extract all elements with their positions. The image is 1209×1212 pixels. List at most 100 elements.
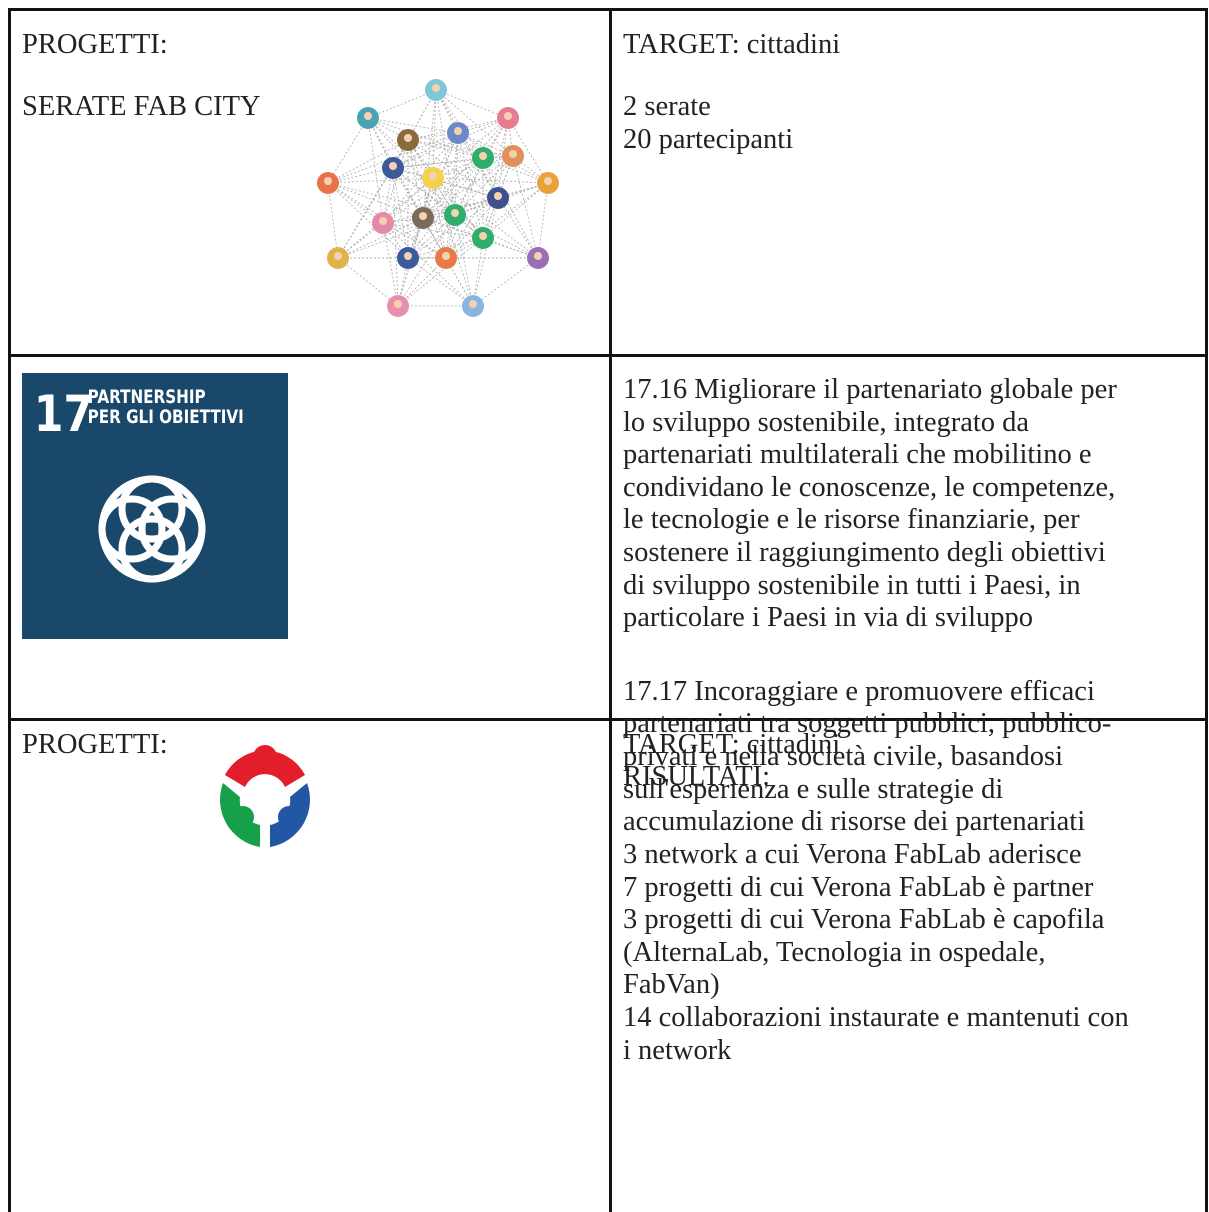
border bbox=[1205, 8, 1208, 1212]
network-link bbox=[392, 167, 434, 179]
network-link bbox=[472, 257, 539, 307]
network-face bbox=[479, 232, 487, 240]
network-link bbox=[435, 89, 509, 119]
network-link bbox=[392, 167, 484, 239]
text-line: FabVan) bbox=[623, 969, 720, 1001]
network-link bbox=[482, 157, 539, 259]
network-face bbox=[544, 177, 552, 185]
lines: 2 serate 20 partecipanti bbox=[623, 91, 793, 156]
network-face bbox=[454, 127, 462, 135]
network-link bbox=[382, 222, 447, 259]
network-link bbox=[422, 177, 434, 219]
network-link bbox=[327, 177, 434, 184]
text-line: di sviluppo sostenibile in tutti i Paesi… bbox=[623, 569, 1081, 601]
text-line: 2 serate bbox=[623, 91, 711, 122]
network-link bbox=[407, 139, 447, 259]
fablab-logo bbox=[220, 745, 310, 847]
text-line: sostenere il raggiungimento degli obiett… bbox=[623, 536, 1106, 568]
text-line: (AlternaLab, Tecnologia in ospedale, bbox=[623, 936, 1046, 968]
network-link bbox=[457, 132, 549, 184]
network-link bbox=[367, 117, 459, 134]
paragraph: 17.16 Migliorare il partenariato globale… bbox=[623, 374, 1117, 635]
network-link bbox=[454, 132, 459, 216]
text-line: 7 progetti di cui Verona FabLab è partne… bbox=[623, 871, 1094, 903]
network-link bbox=[337, 257, 399, 307]
target: TARGET: cittadini bbox=[623, 729, 841, 760]
network-link bbox=[432, 155, 514, 179]
network-link bbox=[407, 139, 484, 159]
network-link bbox=[472, 197, 499, 307]
text-line: 17.17 Incoraggiare e promuovere efficaci bbox=[623, 675, 1095, 707]
border bbox=[8, 354, 1208, 357]
network-link bbox=[327, 117, 369, 184]
network-link bbox=[422, 197, 499, 219]
network-link bbox=[432, 177, 456, 216]
subheading: RISULTATI: bbox=[623, 761, 771, 792]
network-link bbox=[407, 139, 484, 239]
target: TARGET: cittadini bbox=[623, 29, 841, 60]
network-face bbox=[404, 252, 412, 260]
network-face bbox=[394, 300, 402, 308]
network-link bbox=[392, 132, 459, 169]
title: SERATE FAB CITY bbox=[22, 91, 261, 122]
text-line: 17.16 Migliorare il partenariato globale… bbox=[623, 374, 1117, 405]
network-link bbox=[445, 157, 484, 259]
network-link bbox=[397, 257, 447, 307]
network-link bbox=[327, 182, 456, 216]
network-link bbox=[407, 257, 474, 307]
network-link bbox=[367, 117, 384, 224]
network-link bbox=[457, 132, 499, 199]
network-link bbox=[432, 177, 549, 184]
network-face bbox=[404, 134, 412, 142]
network-link bbox=[454, 155, 514, 216]
network-link bbox=[407, 117, 509, 141]
network-link bbox=[454, 117, 509, 216]
network-link bbox=[337, 167, 394, 259]
text-line: 3 progetti di cui Verona FabLab è capofi… bbox=[623, 904, 1105, 936]
network-link bbox=[454, 214, 539, 259]
network-link bbox=[327, 182, 424, 219]
network-link bbox=[392, 167, 409, 259]
network-link bbox=[445, 182, 549, 259]
network-link bbox=[407, 139, 424, 219]
border bbox=[8, 718, 1208, 721]
network-link bbox=[472, 237, 484, 307]
text-line: i network bbox=[623, 1034, 732, 1066]
network-link bbox=[397, 214, 456, 307]
network-face bbox=[334, 252, 342, 260]
network-link bbox=[482, 197, 499, 239]
network-link bbox=[337, 214, 456, 259]
network-link bbox=[435, 89, 499, 199]
network-face bbox=[364, 112, 372, 120]
network-face bbox=[534, 252, 542, 260]
network-face bbox=[451, 209, 459, 217]
network-link bbox=[407, 132, 459, 259]
network-image bbox=[317, 79, 559, 317]
network-link bbox=[327, 139, 409, 184]
logo-label: PARTNERSHIP bbox=[88, 386, 206, 408]
text-line: partenariati tra soggetti pubblici, pubb… bbox=[623, 708, 1112, 740]
border bbox=[8, 8, 11, 1212]
network-face bbox=[389, 162, 397, 170]
network-link bbox=[407, 139, 499, 199]
network-link bbox=[512, 155, 539, 259]
network-link bbox=[337, 139, 409, 259]
network-face bbox=[429, 172, 437, 180]
network-link bbox=[392, 157, 484, 169]
network-face bbox=[479, 152, 487, 160]
network-face bbox=[442, 252, 450, 260]
heading: PROGETTI: bbox=[22, 729, 168, 760]
border bbox=[609, 8, 612, 1212]
network-link bbox=[367, 89, 437, 119]
paragraphs: 17.16 Migliorare il partenariato globale… bbox=[623, 374, 1117, 880]
network-link bbox=[327, 182, 339, 259]
network-link bbox=[337, 177, 434, 259]
text-line: lo sviluppo sostenibile, integrato da bbox=[623, 406, 1030, 438]
border bbox=[8, 8, 1208, 11]
network-link bbox=[497, 197, 539, 259]
network-link bbox=[382, 222, 484, 239]
network-link bbox=[445, 197, 499, 259]
text-line: privati e nella società civile, basandos… bbox=[623, 740, 1064, 772]
network-link bbox=[382, 139, 409, 224]
